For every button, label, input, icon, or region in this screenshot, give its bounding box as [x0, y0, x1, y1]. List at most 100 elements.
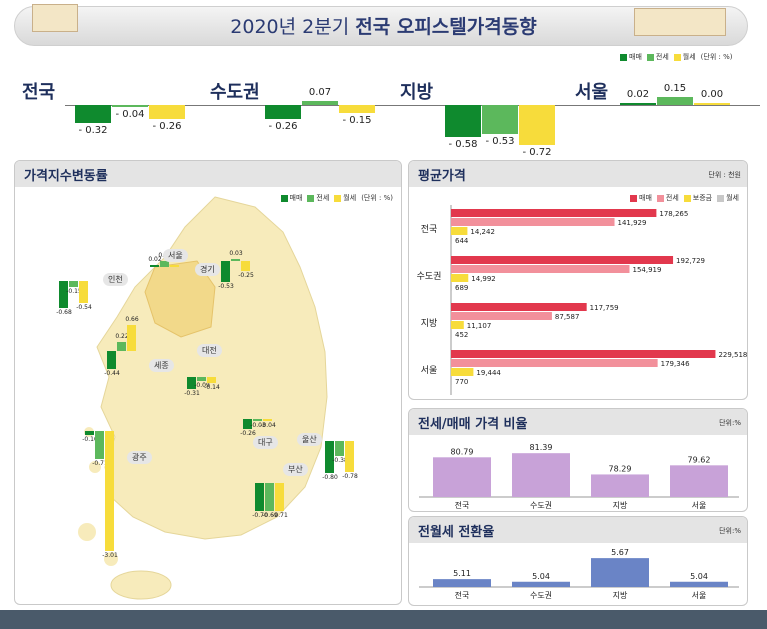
avg-category: 서울	[421, 365, 438, 376]
map-region-tag: 울산	[297, 433, 322, 446]
avg-bar	[451, 359, 658, 367]
map-value: -0.31	[184, 390, 200, 398]
summary-value: 0.00	[700, 89, 724, 100]
column-category: 서울	[692, 591, 707, 600]
map-region-tag: 대전	[197, 344, 222, 357]
map-bar	[325, 441, 334, 473]
column-bar	[591, 558, 649, 587]
map-value: -0.68	[56, 309, 72, 317]
avg-bar	[451, 265, 630, 273]
column-value: 80.79	[451, 447, 474, 456]
footer-bar	[0, 610, 767, 629]
avg-bar	[451, 303, 587, 311]
map-bar	[197, 377, 206, 381]
title-bar	[14, 6, 748, 46]
map-bar	[345, 441, 354, 473]
avg-value: 644	[455, 237, 469, 245]
summary-value: - 0.58	[448, 138, 478, 150]
avg-value: 19,444	[476, 369, 501, 377]
avg-bar	[451, 256, 674, 264]
map-value: 0.03	[229, 250, 243, 257]
column-value: 81.39	[530, 443, 553, 452]
map-bar	[265, 483, 274, 511]
column-value: 78.29	[609, 464, 632, 473]
avg-value: 87,587	[555, 313, 580, 321]
map-bar	[255, 483, 264, 511]
map-bar	[105, 431, 114, 552]
avg-category: 수도권	[417, 270, 442, 282]
map-bar	[160, 261, 169, 267]
map-bar	[170, 265, 179, 267]
avg-bar	[451, 283, 452, 291]
map-region-tag: 세종	[149, 359, 174, 372]
summary-bar	[149, 105, 185, 120]
avg-price-panel: 평균가격 단위 : 천원 매매 전세 보증금 월세 전국 178,265 141,92…	[408, 160, 748, 400]
map-region-tag: 대구	[253, 436, 278, 449]
summary-value: - 0.04	[115, 109, 145, 121]
map-bar	[221, 261, 230, 283]
map-value: -0.04	[260, 422, 276, 429]
column-category: 전국	[455, 500, 470, 510]
avg-value: 178,265	[659, 210, 688, 218]
column-bar	[512, 581, 570, 587]
column-value: 5.11	[453, 569, 471, 578]
avg-price-header: 평균가격 단위 : 천원	[409, 161, 747, 187]
avg-value: 14,992	[471, 275, 496, 283]
map-panel-header: 가격지수변동률	[15, 161, 401, 187]
avg-bar	[451, 368, 474, 376]
column-category: 수도권	[530, 500, 552, 510]
avg-bar	[451, 227, 468, 235]
ratio-chart: 80.79 전국 81.39 수도권 78.29 지방 79.62 서울	[419, 443, 739, 510]
region-label-3: 서울	[575, 82, 609, 103]
summary-bar	[265, 105, 301, 120]
map-value: -0.25	[238, 272, 254, 279]
map-bar	[127, 324, 136, 351]
korea-map	[78, 196, 328, 600]
summary-value: - 0.53	[485, 136, 515, 148]
region-label-2: 지방	[400, 82, 434, 103]
column-value: 5.67	[611, 548, 629, 557]
avg-bar	[451, 321, 464, 329]
avg-value: 229,518	[718, 351, 747, 359]
map-value: -0.15	[66, 288, 82, 295]
map-region-tag: 광주	[127, 451, 152, 464]
map-bar	[231, 259, 240, 261]
map-legend: 매매 전세 월세 (단위 : %)	[280, 193, 393, 203]
summary-bar	[339, 105, 375, 114]
column-bar	[591, 474, 649, 497]
summary-bar	[302, 101, 338, 105]
baseline-3	[610, 105, 760, 106]
map-bar	[107, 351, 116, 369]
summary-strip: 전국 - 0.32 - 0.04 - 0.26 수도권 - 0.26 0.07 - 0.15 지…	[0, 70, 767, 158]
map-bar	[253, 419, 262, 421]
summary-value: 0.15	[663, 82, 687, 94]
avg-value: 179,346	[661, 360, 690, 368]
map-value: -0.80	[322, 474, 338, 481]
avg-bar	[451, 312, 552, 320]
map-value: -0.09	[194, 381, 210, 389]
avg-category: 전국	[421, 224, 438, 235]
map-bar	[69, 281, 78, 287]
map-bar	[79, 281, 88, 303]
column-bar	[512, 453, 570, 497]
map-bar	[275, 483, 284, 512]
page-title: 2020년 2분기 전국 오피스텔가격동향	[230, 16, 537, 38]
map-region-tag: 서울	[163, 249, 188, 262]
summary-bar	[519, 105, 555, 145]
map-value: -0.71	[92, 460, 108, 468]
summary-value: - 0.26	[268, 121, 298, 133]
map-bar	[243, 419, 252, 430]
avg-legend: 매매 전세 보증금 월세	[630, 193, 739, 203]
map-value: -0.78	[342, 473, 358, 481]
avg-bar	[451, 274, 469, 282]
summary-bar	[112, 105, 148, 108]
map-bar	[59, 281, 68, 309]
map-panel: 가격지수변동률 매매 전세 월세 (단위 : %) 0.020.150.00서울…	[14, 160, 402, 605]
summary-value: 0.02	[626, 89, 650, 100]
map-value: -0.53	[218, 283, 234, 291]
column-category: 지방	[613, 590, 628, 600]
map-value: -0.54	[76, 303, 92, 311]
avg-bar	[451, 377, 452, 385]
avg-value: 154,919	[632, 266, 661, 274]
map-value: -0.38	[332, 457, 348, 465]
